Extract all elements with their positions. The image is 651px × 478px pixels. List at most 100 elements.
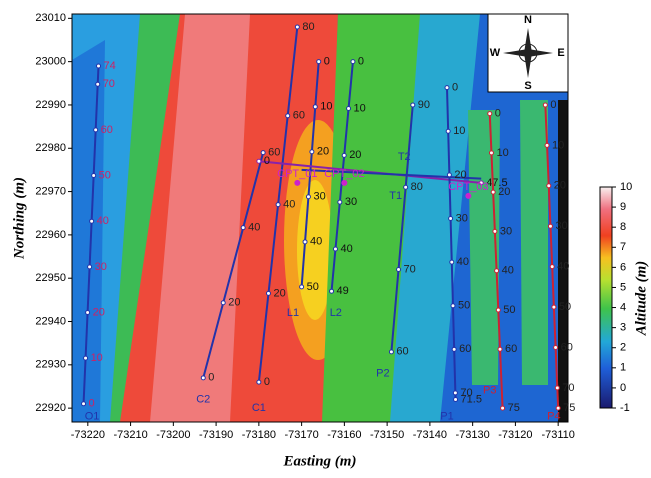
station: [397, 268, 401, 272]
colorbar-tick-label: 3: [620, 322, 626, 334]
station: [491, 190, 495, 194]
station-label: 60: [101, 124, 113, 136]
station: [90, 219, 94, 223]
station: [548, 224, 552, 228]
compass-e: E: [557, 47, 564, 59]
map: N E S W Easting (m) Northing (m) Altitud…: [0, 0, 651, 473]
station-label: 20: [498, 186, 510, 198]
line-name: P3: [483, 385, 496, 397]
station-label: 0: [358, 56, 364, 68]
x-tick-label: -73160: [327, 429, 361, 441]
line-name: L2: [330, 307, 342, 319]
x-tick-label: -73180: [242, 429, 276, 441]
station: [257, 159, 261, 163]
station-label: 70: [562, 382, 574, 394]
colorbar-tick-label: 4: [620, 301, 626, 313]
station: [266, 291, 270, 295]
line-name: P4: [547, 411, 560, 423]
x-tick-label: -73110: [541, 429, 574, 441]
station-label: 40: [502, 265, 514, 277]
station: [257, 380, 261, 384]
station-label: 80: [302, 21, 314, 33]
station-label: 0: [495, 108, 501, 120]
x-tick-label: -73210: [113, 429, 147, 441]
station-label: 20: [228, 297, 240, 309]
y-tick-label: 22930: [35, 359, 66, 371]
station-label: 10: [453, 125, 465, 137]
colorbar-tick-label: 7: [620, 241, 626, 253]
station: [347, 106, 351, 110]
station-label: 70: [404, 263, 416, 275]
station: [446, 129, 450, 133]
line-name: O1: [85, 411, 100, 423]
station-label: 0: [264, 376, 270, 388]
station: [450, 260, 454, 264]
station-label: 50: [458, 300, 470, 312]
station: [451, 304, 455, 308]
station: [453, 391, 457, 395]
cpt-point: [465, 193, 471, 199]
line-name: T1: [389, 190, 402, 202]
station: [286, 114, 290, 118]
y-tick-label: 23010: [35, 12, 66, 24]
station-label: 50: [307, 281, 319, 293]
station-label: 75: [508, 402, 520, 414]
station: [489, 151, 493, 155]
x-tick-label: -73190: [199, 429, 233, 441]
station: [303, 240, 307, 244]
station: [501, 406, 505, 410]
station: [82, 402, 86, 406]
line-name: C2: [196, 393, 210, 405]
station-label: 40: [310, 236, 322, 248]
station-label: 50: [559, 301, 571, 313]
station: [295, 25, 299, 29]
colorbar-tick-label: 10: [620, 181, 632, 193]
station: [447, 173, 451, 177]
x-tick-label: -73130: [456, 429, 490, 441]
station: [306, 195, 310, 199]
station-label: 20: [349, 149, 361, 161]
station: [454, 397, 458, 401]
station-label: 60: [561, 341, 573, 353]
station-label: 30: [95, 261, 107, 273]
station: [552, 305, 556, 309]
compass-s: S: [524, 80, 531, 92]
x-tick-label: -73200: [156, 429, 190, 441]
x-tick-label: -73220: [71, 429, 105, 441]
station-label: 90: [418, 99, 430, 111]
station: [445, 86, 449, 90]
station: [261, 151, 265, 155]
station: [86, 311, 90, 315]
station-label: 75: [563, 402, 575, 414]
station: [221, 301, 225, 305]
colorbar-tick-label: 6: [620, 261, 626, 273]
station-label: 0: [89, 398, 95, 410]
station-label: 40: [283, 198, 295, 210]
station-label: 60: [293, 110, 305, 122]
station-label: 0: [452, 82, 458, 94]
station-label: 20: [93, 306, 105, 318]
station-label: 70: [103, 78, 115, 90]
station: [317, 60, 321, 64]
station-label: 20: [273, 287, 285, 299]
station: [300, 285, 304, 289]
cpt-label: CPT_01: [277, 168, 317, 180]
station: [310, 150, 314, 154]
station: [92, 174, 96, 178]
y-tick-label: 22940: [35, 315, 66, 327]
station: [547, 184, 551, 188]
station: [411, 103, 415, 107]
station-label: 40: [457, 256, 469, 268]
y-tick-label: 22980: [35, 142, 66, 154]
colorbar: [600, 187, 612, 408]
station-label: 60: [505, 343, 517, 355]
station-label: 40: [248, 222, 260, 234]
y-tick-label: 22970: [35, 185, 66, 197]
x-tick-label: -73140: [413, 429, 447, 441]
cpt-point: [341, 180, 347, 186]
station-label: 10: [320, 101, 332, 113]
line-name: L1: [287, 307, 299, 319]
colorbar-tick-label: 5: [620, 281, 626, 293]
station: [276, 203, 280, 207]
x-tick-label: -73170: [284, 429, 318, 441]
